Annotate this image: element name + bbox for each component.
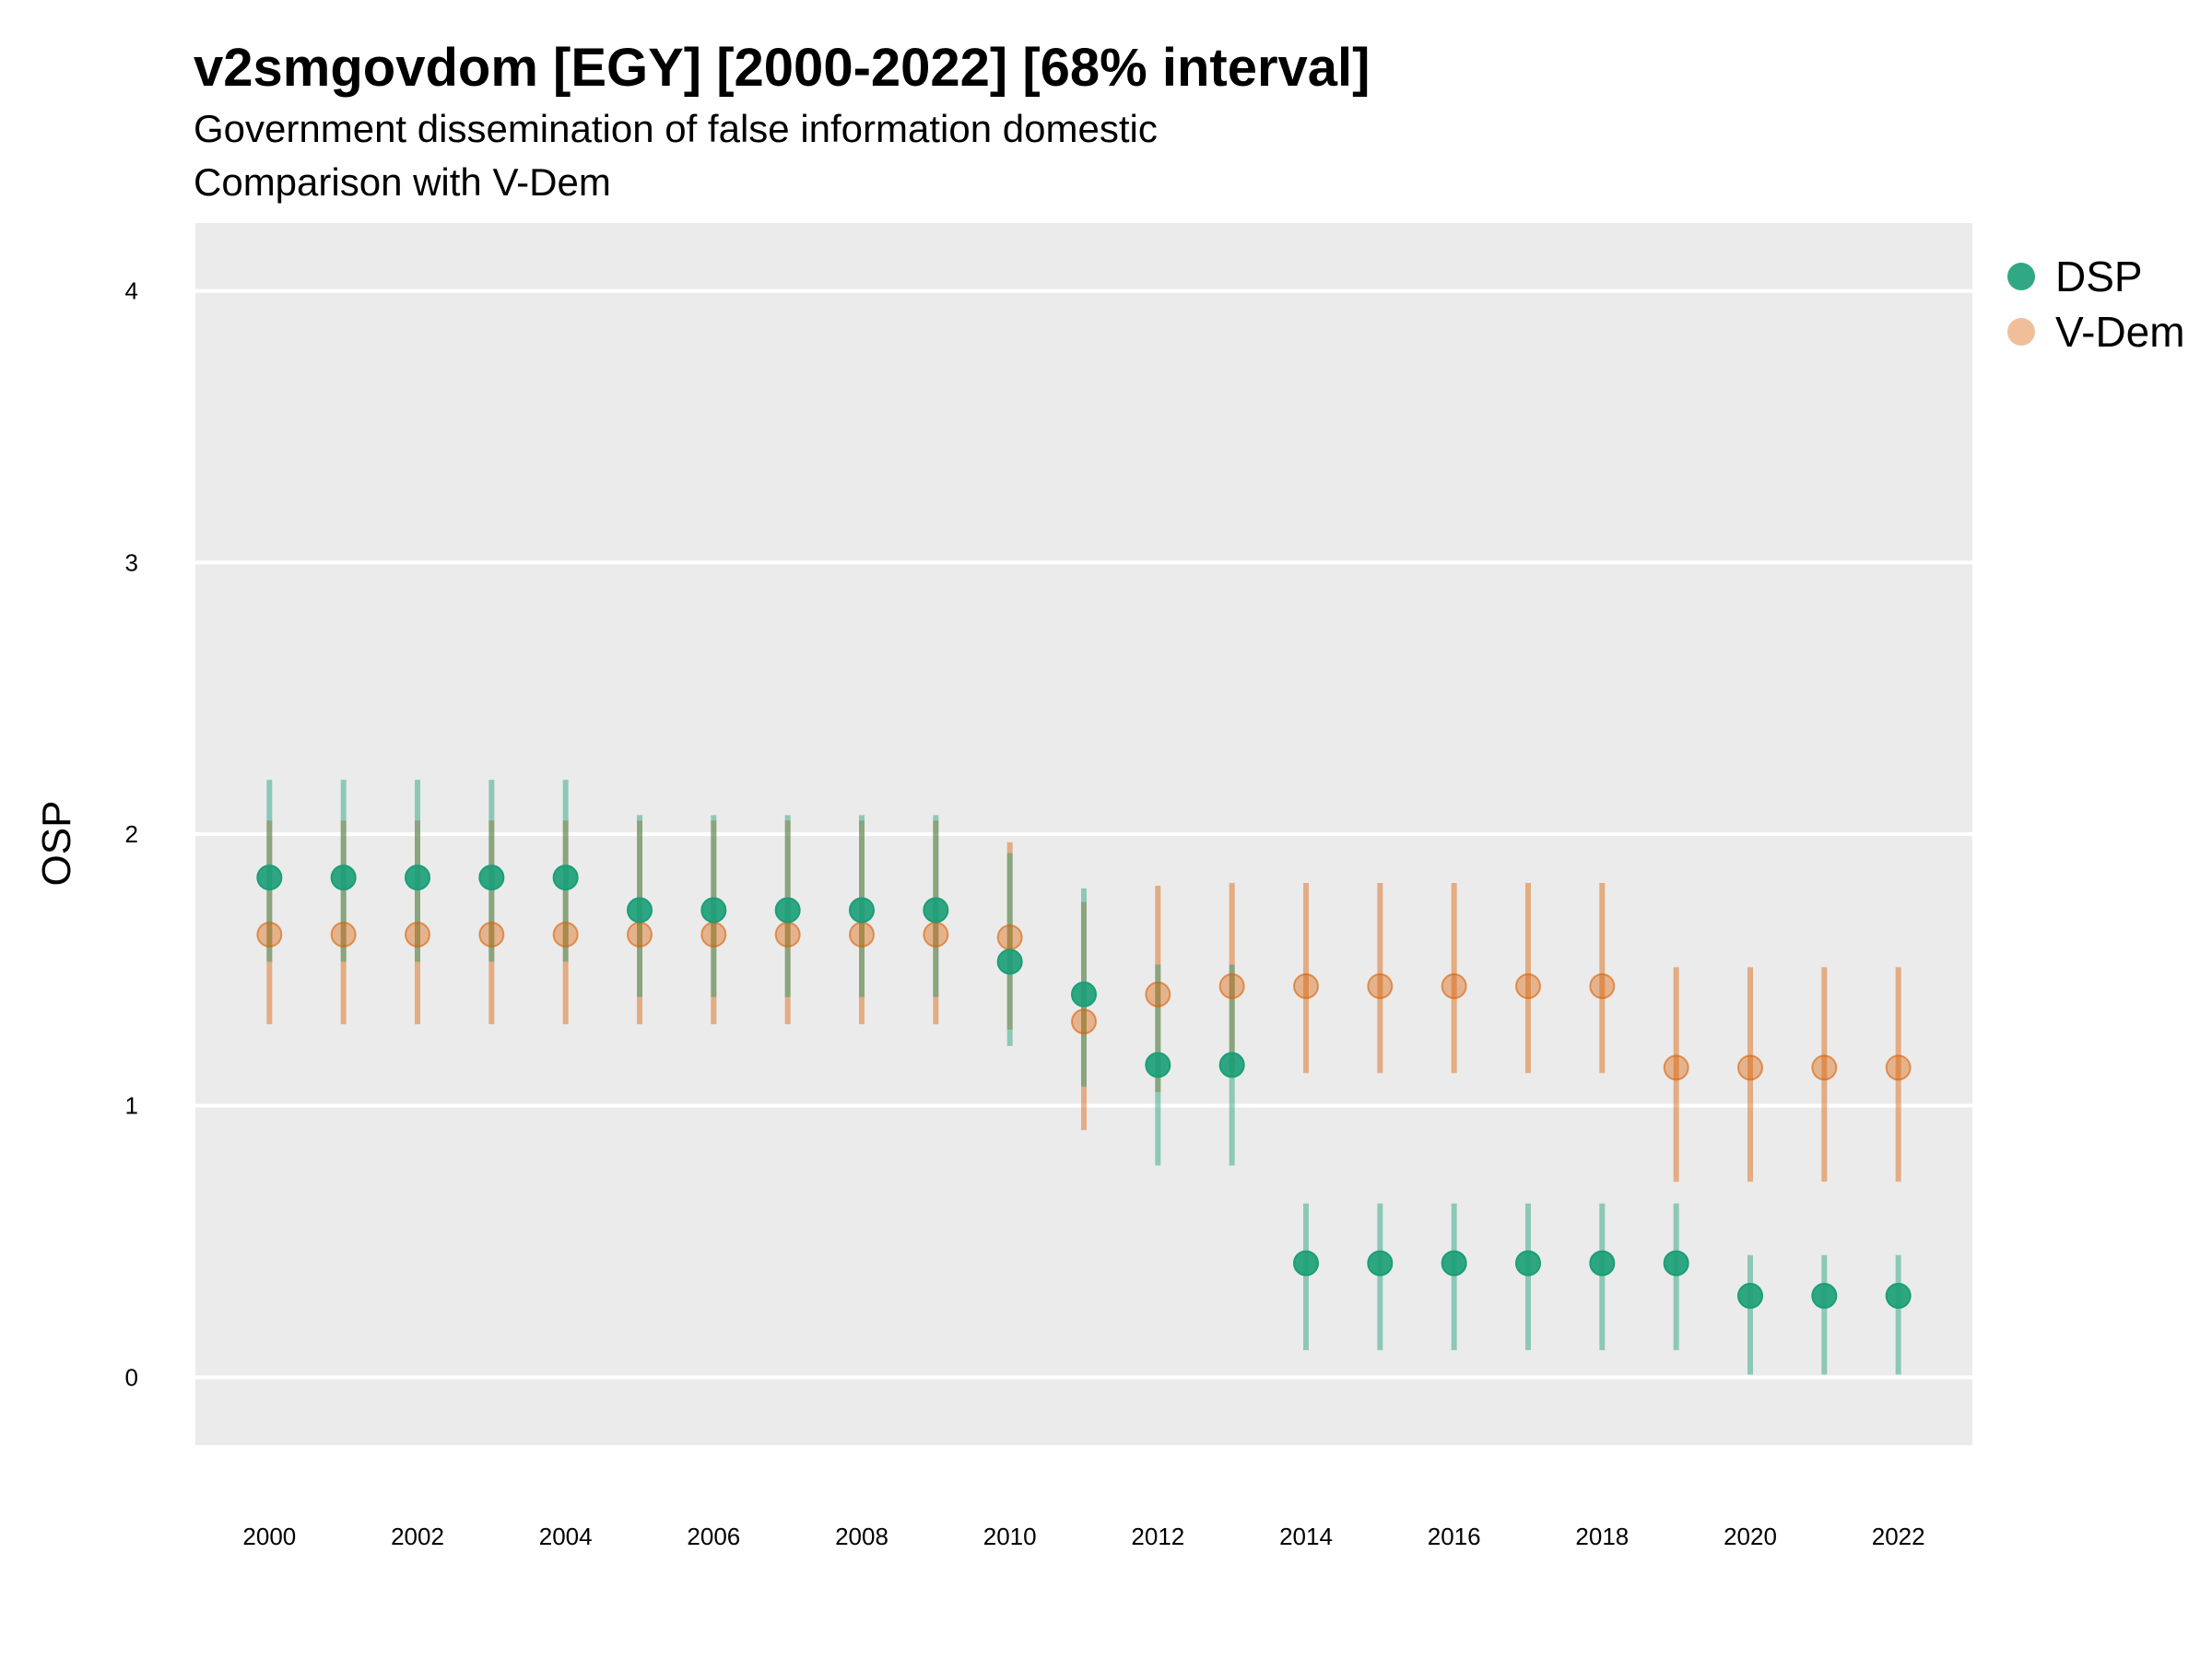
- x-tick-label: 2016: [1428, 1523, 1481, 1550]
- point-vdem: [1441, 973, 1467, 1000]
- point-vdem: [1811, 1054, 1838, 1081]
- point-vdem: [627, 922, 653, 948]
- point-dsp: [923, 897, 949, 924]
- point-dsp: [627, 897, 653, 924]
- x-tick-label: 2018: [1575, 1523, 1629, 1550]
- point-vdem: [1293, 973, 1319, 1000]
- chart-subtitle: Government dissemination of false inform…: [194, 107, 1158, 150]
- point-dsp: [256, 865, 283, 891]
- x-tick-label: 2008: [835, 1523, 888, 1550]
- point-dsp: [1218, 1052, 1245, 1078]
- point-vdem: [923, 922, 949, 948]
- point-vdem: [774, 922, 801, 948]
- point-vdem: [1885, 1054, 1912, 1081]
- point-dsp: [1589, 1250, 1616, 1277]
- point-dsp: [1811, 1282, 1838, 1309]
- point-dsp: [1441, 1250, 1467, 1277]
- point-dsp: [1885, 1282, 1912, 1309]
- point-dsp: [774, 897, 801, 924]
- x-tick-label: 2004: [539, 1523, 593, 1550]
- point-vdem: [700, 922, 727, 948]
- point-dsp: [552, 865, 579, 891]
- legend-item-vdem: V-Dem: [2000, 304, 2185, 359]
- point-dsp: [700, 897, 727, 924]
- point-vdem: [256, 922, 283, 948]
- point-vdem: [1663, 1054, 1689, 1081]
- x-tick-label: 2002: [391, 1523, 444, 1550]
- point-dsp: [330, 865, 357, 891]
- y-tick-label: 2: [125, 820, 138, 848]
- x-tick-label: 2020: [1724, 1523, 1777, 1550]
- point-dsp: [1663, 1250, 1689, 1277]
- x-tick-label: 2012: [1131, 1523, 1184, 1550]
- point-vdem: [1367, 973, 1394, 1000]
- point-vdem: [330, 922, 357, 948]
- y-tick-label: 3: [125, 548, 138, 576]
- x-tick-label: 2010: [983, 1523, 1037, 1550]
- legend-label-dsp: DSP: [2055, 253, 2143, 300]
- y-tick-label: 1: [125, 1092, 138, 1120]
- legend-dot-dsp: [2007, 263, 2035, 290]
- legend: DSP V-Dem: [2000, 249, 2185, 359]
- chart-title: v2smgovdom [EGY] [2000-2022] [68% interv…: [194, 38, 1371, 98]
- point-dsp: [1367, 1250, 1394, 1277]
- point-vdem: [405, 922, 430, 948]
- point-dsp: [1515, 1250, 1541, 1277]
- legend-label-vdem: V-Dem: [2055, 308, 2185, 356]
- x-tick-label: 2014: [1279, 1523, 1333, 1550]
- point-dsp: [478, 865, 505, 891]
- point-dsp: [1293, 1250, 1319, 1277]
- point-vdem: [1737, 1054, 1763, 1081]
- y-tick-label: 0: [125, 1363, 138, 1391]
- point-vdem: [478, 922, 505, 948]
- point-dsp: [1071, 981, 1097, 1007]
- point-dsp: [1737, 1282, 1763, 1309]
- x-tick-label: 2000: [242, 1523, 296, 1550]
- point-vdem: [552, 922, 579, 948]
- y-tick-label: 4: [125, 277, 138, 305]
- point-dsp: [849, 897, 875, 924]
- point-vdem: [996, 924, 1023, 950]
- x-tick-label: 2022: [1872, 1523, 1925, 1550]
- chart-subtitle-comparison: Comparison with V-Dem: [194, 160, 611, 204]
- point-vdem: [1589, 973, 1616, 1000]
- point-vdem: [1145, 981, 1171, 1007]
- point-dsp: [405, 865, 430, 891]
- point-dsp: [1145, 1052, 1171, 1078]
- x-tick-label: 2006: [687, 1523, 740, 1550]
- legend-item-dsp: DSP: [2000, 249, 2185, 304]
- point-vdem: [1218, 973, 1245, 1000]
- legend-dot-vdem: [2007, 318, 2035, 346]
- point-vdem: [849, 922, 875, 948]
- point-vdem: [1071, 1008, 1097, 1035]
- point-vdem: [1515, 973, 1541, 1000]
- point-dsp: [996, 948, 1023, 975]
